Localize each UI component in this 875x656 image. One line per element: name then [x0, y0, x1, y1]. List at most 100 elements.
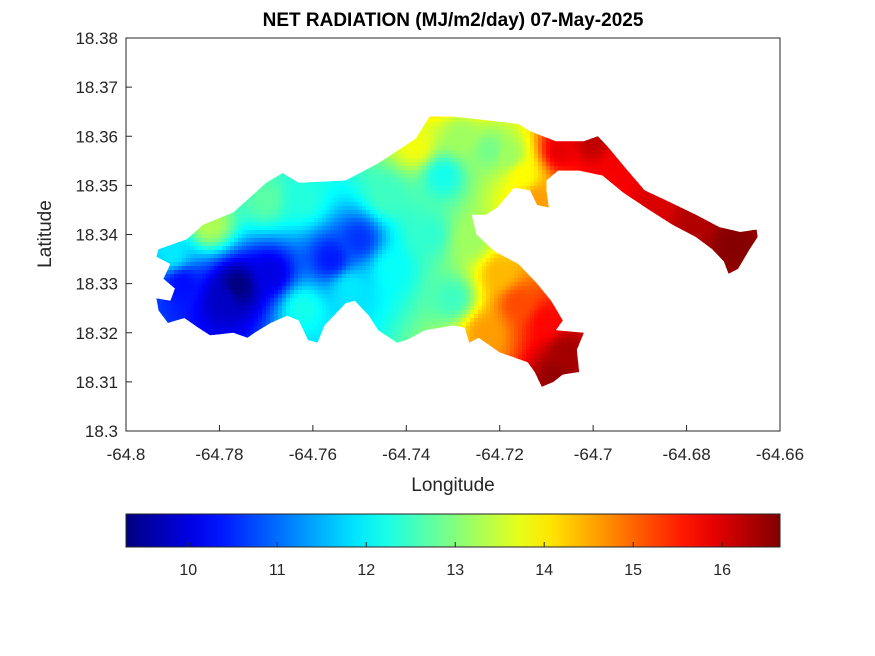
- heat-cell: [282, 182, 287, 187]
- heat-cell: [166, 314, 171, 319]
- heat-cell: [238, 266, 243, 271]
- heat-cell: [182, 294, 187, 299]
- heat-cell: [274, 294, 279, 299]
- heat-cell: [274, 186, 279, 191]
- heat-cell: [198, 298, 203, 303]
- heat-cell: [222, 318, 227, 323]
- heat-cell: [322, 182, 327, 187]
- heat-cell: [306, 254, 311, 259]
- heat-cell: [298, 274, 303, 279]
- heat-cell: [222, 254, 227, 259]
- heat-cell: [290, 266, 295, 271]
- heat-cell: [318, 198, 323, 203]
- heat-cell: [162, 306, 167, 311]
- heat-cell: [306, 246, 311, 251]
- heat-cell: [286, 206, 291, 211]
- heat-cell: [202, 282, 207, 287]
- heat-cell: [210, 294, 215, 299]
- heat-cell: [230, 322, 235, 327]
- heat-cell: [242, 234, 247, 239]
- heat-cell: [250, 262, 255, 267]
- heat-cell: [286, 230, 291, 235]
- heat-cell: [318, 250, 323, 255]
- heat-cell: [254, 318, 259, 323]
- heat-cell: [242, 206, 247, 211]
- heat-cell: [214, 222, 219, 227]
- heat-cell: [286, 182, 291, 187]
- heat-cell: [294, 258, 299, 263]
- heat-cell: [282, 194, 287, 199]
- heat-cell: [274, 306, 279, 311]
- heat-cell: [218, 318, 223, 323]
- heat-cell: [158, 250, 163, 255]
- heat-cell: [282, 298, 287, 303]
- heat-cell: [198, 294, 203, 299]
- heat-cell: [274, 218, 279, 223]
- heat-cell: [198, 278, 203, 283]
- heat-cell: [174, 282, 179, 287]
- heat-cell: [170, 314, 175, 319]
- heat-cell: [194, 318, 199, 323]
- heat-cell: [234, 246, 239, 251]
- map-axes: -64.8 -64.78 -64.76 -64.74 -64.72 -64.7 -64.68…: [75, 29, 804, 464]
- heat-cell: [242, 302, 247, 307]
- heat-cell: [286, 250, 291, 255]
- heat-cell: [306, 298, 311, 303]
- heat-cell: [318, 234, 323, 239]
- heat-cell: [156, 298, 159, 303]
- heat-cell: [202, 258, 207, 263]
- heat-cell: [206, 258, 211, 263]
- heat-cell: [202, 250, 207, 255]
- heat-cell: [326, 186, 331, 191]
- heat-cell: [270, 226, 275, 231]
- heat-cell: [194, 306, 199, 311]
- heat-cell: [226, 270, 231, 275]
- heat-cell: [318, 218, 323, 223]
- heat-cell: [214, 298, 219, 303]
- heat-cell: [198, 282, 203, 287]
- heat-cell: [314, 306, 319, 311]
- heat-cell: [290, 278, 295, 283]
- heat-cell: [270, 186, 275, 191]
- heat-cell: [302, 218, 307, 223]
- heat-cell: [290, 274, 295, 279]
- heat-cell: [166, 270, 171, 275]
- heat-cell: [278, 266, 283, 271]
- heat-cell: [270, 274, 275, 279]
- heat-cell: [186, 238, 191, 243]
- heat-cell: [322, 290, 327, 295]
- heat-cell: [254, 290, 259, 295]
- heat-cell: [310, 250, 315, 255]
- heat-cell: [310, 290, 315, 295]
- heat-cell: [298, 242, 303, 247]
- heat-cell: [310, 302, 315, 307]
- heat-cell: [306, 222, 311, 227]
- heat-cell: [286, 238, 291, 243]
- heat-cell: [194, 246, 199, 251]
- heat-cell: [270, 294, 275, 299]
- heat-cell: [262, 202, 267, 207]
- heat-cell: [302, 190, 307, 195]
- heat-cell: [198, 238, 203, 243]
- heat-cell: [210, 286, 215, 291]
- heat-cell: [206, 294, 211, 299]
- heat-cell: [214, 302, 219, 307]
- heat-cell: [294, 302, 299, 307]
- heat-cell: [318, 230, 323, 235]
- heat-cell: [230, 238, 235, 243]
- heat-cell: [186, 254, 191, 259]
- heat-cell: [218, 246, 223, 251]
- heat-cell: [306, 274, 311, 279]
- heat-cell: [262, 274, 267, 279]
- heat-cell: [258, 242, 263, 247]
- heat-cell: [250, 318, 255, 323]
- heat-cell: [302, 314, 307, 319]
- heat-cell: [218, 322, 223, 327]
- heat-cell: [274, 266, 279, 271]
- heat-cell: [230, 226, 235, 231]
- heat-cell: [294, 194, 299, 199]
- heat-cell: [266, 186, 271, 191]
- heat-cell: [162, 250, 167, 255]
- heat-cell: [266, 250, 271, 255]
- heat-cell: [314, 238, 319, 243]
